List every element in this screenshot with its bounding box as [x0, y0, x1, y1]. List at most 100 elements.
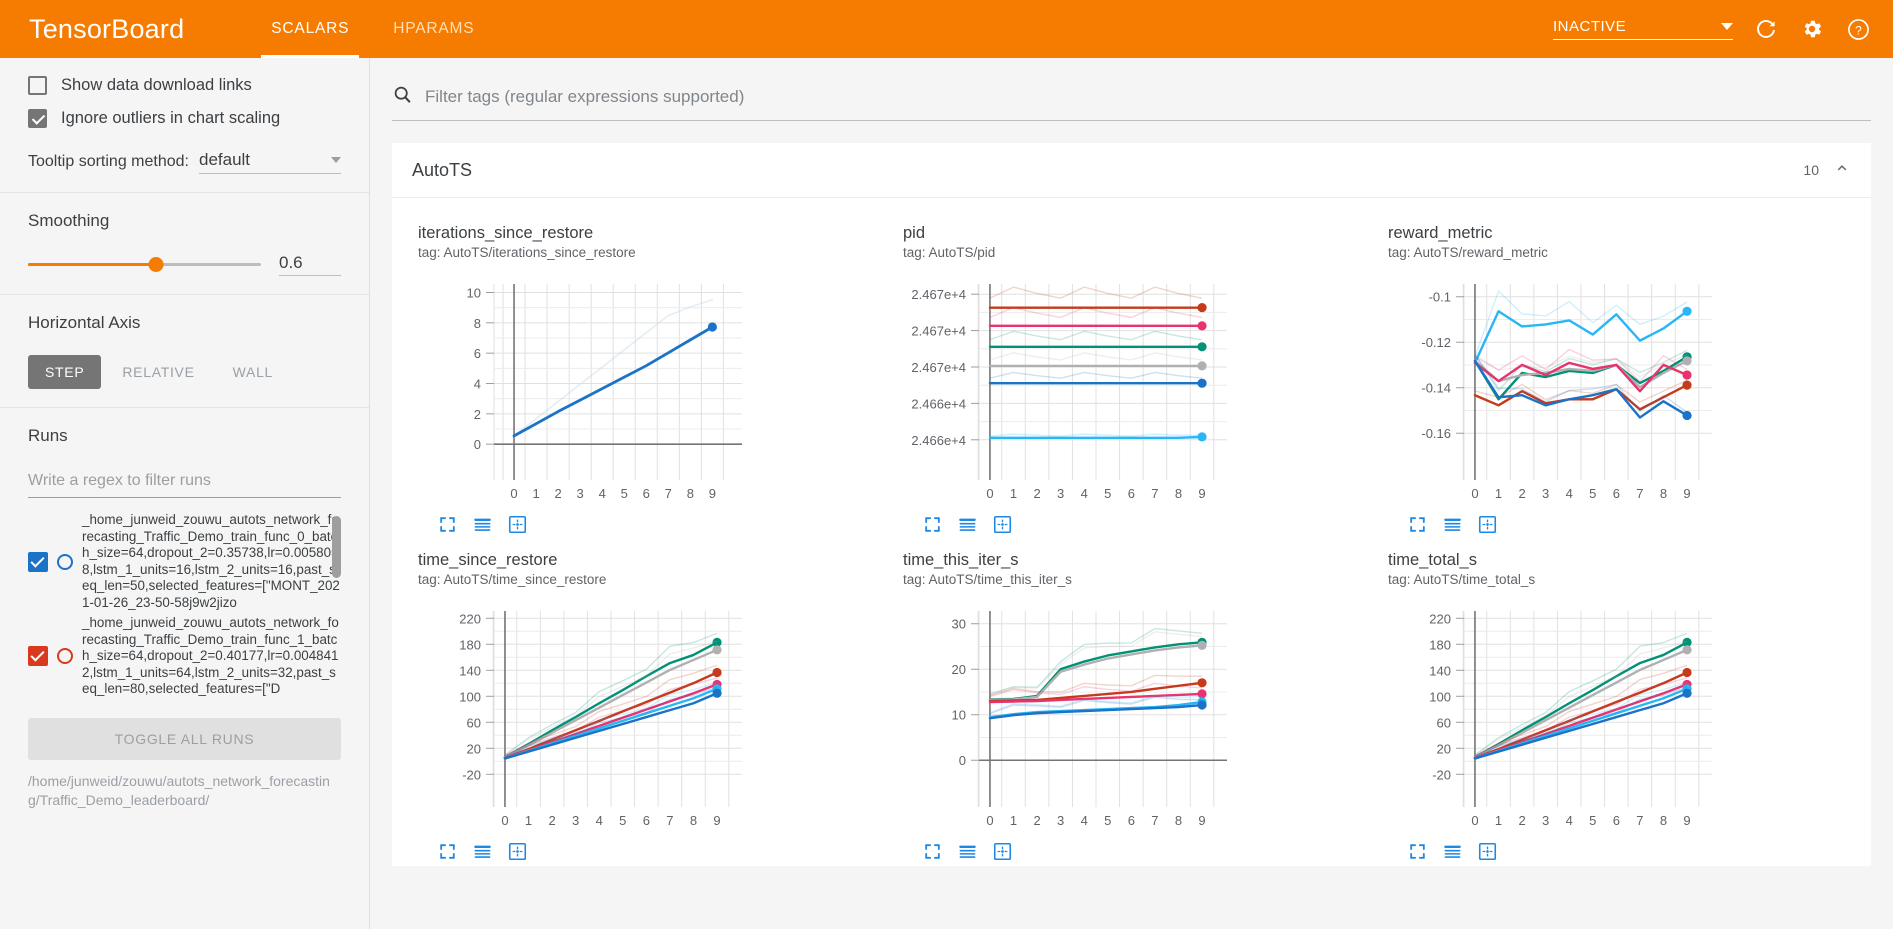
slider-thumb[interactable]: [148, 257, 164, 272]
expand-icon[interactable]: [921, 513, 943, 535]
x-tick-label: 0: [1471, 813, 1478, 828]
chevron-up-icon[interactable]: [1833, 159, 1851, 181]
x-tick-label: 5: [1104, 813, 1111, 828]
x-tick-label: 5: [1104, 486, 1111, 501]
run-list-item[interactable]: _home_junweid_zouwu_autots_network_forec…: [28, 615, 341, 698]
x-tick-label: 2: [1518, 486, 1525, 501]
reload-mode-select[interactable]: INACTIVE: [1553, 18, 1733, 40]
header-actions: INACTIVE ?: [1553, 16, 1893, 42]
runs-section: Runs _home_junweid_zouwu_autots_network_…: [0, 408, 369, 828]
chart-tag: tag: AutoTS/pid: [903, 245, 996, 260]
runs-scrollbar[interactable]: [332, 516, 341, 578]
display-options-section: Show data download links Ignore outliers…: [0, 58, 369, 193]
runs-list: _home_junweid_zouwu_autots_network_forec…: [28, 512, 341, 712]
lines-icon[interactable]: [471, 513, 493, 535]
chart-tag: tag: AutoTS/time_since_restore: [418, 572, 607, 587]
y-tick-label: 20: [467, 741, 481, 756]
tooltip-sorting-row: Tooltip sorting method: default: [28, 150, 341, 174]
x-tick-label: 8: [690, 813, 697, 828]
y-tick-label: 140: [1429, 663, 1451, 678]
reset-axes-icon[interactable]: [506, 513, 528, 535]
smoothing-slider[interactable]: [28, 257, 261, 273]
chart-action-bar: [1388, 513, 1845, 535]
reload-mode-value: INACTIVE: [1553, 18, 1627, 35]
x-tick-label: 6: [1128, 486, 1135, 501]
tooltip-sorting-label: Tooltip sorting method:: [28, 153, 189, 170]
y-tick-label: -0.16: [1421, 426, 1451, 441]
y-tick-label: 220: [1429, 611, 1451, 626]
x-tick-label: 2: [548, 813, 555, 828]
x-tick-label: 7: [1151, 813, 1158, 828]
lines-icon[interactable]: [1441, 513, 1463, 535]
plot-area[interactable]: -20 20 60 100 140 180 220 0 1 2 3 4 5 6 7 8 9: [1388, 601, 1718, 833]
y-tick-label: 4: [474, 376, 481, 391]
reset-axes-icon[interactable]: [506, 840, 528, 862]
card-title: AutoTS: [412, 159, 473, 180]
slider-fill: [28, 263, 157, 266]
y-tick-label: 8: [474, 316, 481, 331]
reset-axes-icon[interactable]: [1476, 513, 1498, 535]
x-tick-label: 5: [619, 813, 626, 828]
y-tick-label: 60: [467, 715, 481, 730]
ignore-outliers-checkbox[interactable]: [28, 109, 47, 128]
reset-axes-icon[interactable]: [991, 513, 1013, 535]
plot-area[interactable]: 0 10 20 30 0 1 2 3 4 5 6 7 8 9: [903, 601, 1233, 833]
card-header[interactable]: AutoTS 10: [392, 143, 1871, 198]
runs-filter-input[interactable]: [28, 468, 341, 498]
show-download-links-row[interactable]: Show data download links: [28, 76, 341, 95]
lines-icon[interactable]: [1441, 840, 1463, 862]
lines-icon[interactable]: [471, 840, 493, 862]
axis-option-wall[interactable]: WALL: [232, 364, 274, 380]
y-tick-label: -20: [462, 767, 481, 782]
plot-area[interactable]: -20 20 60 100 140 180 220 0 1 2 3 4 5 6 7 8 9: [418, 601, 748, 833]
tab-hparams[interactable]: HPARAMS: [393, 20, 475, 37]
tag-filter-input[interactable]: [423, 86, 1871, 108]
reset-axes-icon[interactable]: [991, 840, 1013, 862]
x-tick-label: 6: [643, 486, 650, 501]
run-color-circle[interactable]: [57, 553, 73, 570]
tooltip-sorting-select[interactable]: default: [198, 150, 341, 174]
chart-action-bar: [1388, 840, 1845, 862]
axis-option-step[interactable]: STEP: [28, 355, 102, 389]
expand-icon[interactable]: [1406, 840, 1428, 862]
lines-icon[interactable]: [956, 840, 978, 862]
run-checkbox[interactable]: [28, 551, 48, 572]
help-icon[interactable]: ?: [1845, 16, 1871, 42]
refresh-icon[interactable]: [1753, 16, 1779, 42]
run-color-circle[interactable]: [57, 648, 73, 665]
plot-area[interactable]: 2.466e+4 2.466e+4 2.467e+4 2.467e+4 2.467e+4…: [903, 274, 1233, 506]
y-tick-label: 220: [459, 611, 481, 626]
x-tick-label: 4: [1566, 813, 1573, 828]
plot-area[interactable]: -0.16 -0.14 -0.12 -0.1 0 1 2 3 4 5 6 7 8 9: [1388, 274, 1718, 506]
show-download-links-label: Show data download links: [61, 76, 252, 94]
x-tick-label: 8: [1660, 486, 1667, 501]
expand-icon[interactable]: [436, 513, 458, 535]
toggle-all-runs-button[interactable]: TOGGLE ALL RUNS: [28, 718, 341, 760]
expand-icon[interactable]: [436, 840, 458, 862]
expand-icon[interactable]: [921, 840, 943, 862]
y-tick-label: 2.466e+4: [911, 433, 966, 448]
chart-action-bar: [418, 513, 875, 535]
chart-tag: tag: AutoTS/time_total_s: [1388, 572, 1536, 587]
charts-grid: iterations_since_restore tag: AutoTS/iter…: [392, 198, 1871, 866]
y-tick-label: 0: [959, 753, 966, 768]
axis-option-relative[interactable]: RELATIVE: [122, 364, 195, 380]
expand-icon[interactable]: [1406, 513, 1428, 535]
y-tick-label: 140: [459, 663, 481, 678]
run-list-item[interactable]: _home_junweid_zouwu_autots_network_forec…: [28, 512, 341, 611]
smoothing-value-input[interactable]: 0.6: [279, 253, 341, 276]
ignore-outliers-row[interactable]: Ignore outliers in chart scaling: [28, 109, 341, 128]
reset-axes-icon[interactable]: [1476, 840, 1498, 862]
lines-icon[interactable]: [956, 513, 978, 535]
gear-icon[interactable]: [1799, 16, 1825, 42]
x-tick-label: 4: [596, 813, 603, 828]
y-tick-label: 6: [474, 346, 481, 361]
x-tick-label: 6: [1613, 813, 1620, 828]
tab-scalars[interactable]: SCALARS: [249, 0, 371, 58]
run-checkbox[interactable]: [28, 646, 48, 667]
show-download-links-checkbox[interactable]: [28, 76, 47, 95]
x-tick-label: 9: [709, 486, 716, 501]
sidebar: Show data download links Ignore outliers…: [0, 58, 370, 929]
logdir-path: /home/junweid/zouwu/autots_network_forec…: [28, 773, 330, 808]
